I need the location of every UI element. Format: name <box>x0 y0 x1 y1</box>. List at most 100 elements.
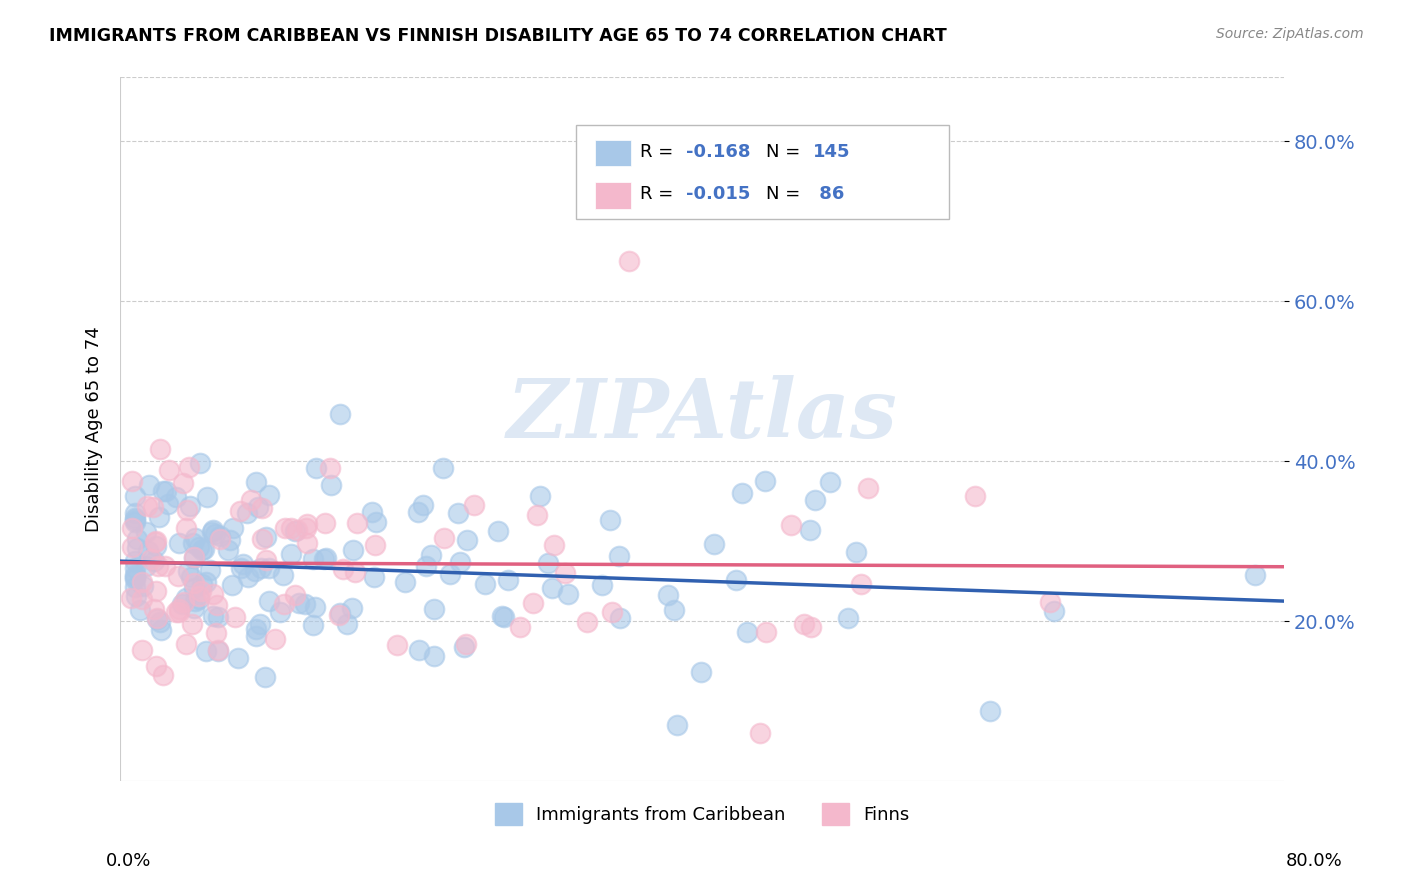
Point <box>245 475 267 489</box>
Point <box>799 524 821 538</box>
Point <box>169 536 191 550</box>
Point <box>360 505 382 519</box>
Point <box>131 574 153 589</box>
Point <box>415 558 437 573</box>
Point <box>755 624 778 639</box>
Point <box>543 538 565 552</box>
Point <box>329 407 352 421</box>
Point <box>526 508 548 522</box>
Point <box>149 442 172 456</box>
Point <box>264 632 287 647</box>
Point <box>149 623 172 637</box>
Point <box>239 493 262 508</box>
Point <box>194 644 217 658</box>
Point <box>207 610 229 624</box>
Point <box>690 665 713 679</box>
Point <box>217 542 239 557</box>
Point <box>319 478 342 492</box>
Point <box>305 460 328 475</box>
Point <box>166 569 188 583</box>
Point <box>149 615 172 629</box>
Point <box>207 643 229 657</box>
Point <box>188 457 211 471</box>
Point <box>180 616 202 631</box>
Point <box>735 624 758 639</box>
Point <box>202 587 225 601</box>
Point <box>155 484 177 499</box>
Point <box>177 564 200 578</box>
Point <box>124 489 146 503</box>
Point <box>152 667 174 681</box>
Point <box>963 489 986 503</box>
Point <box>183 581 205 595</box>
Point <box>146 611 169 625</box>
Point <box>195 575 218 590</box>
Point <box>222 521 245 535</box>
Point <box>1039 595 1062 609</box>
Point <box>301 618 323 632</box>
Point <box>181 536 204 550</box>
Point <box>253 670 276 684</box>
Point <box>541 582 564 596</box>
Point <box>193 541 215 556</box>
Point <box>259 593 281 607</box>
Point <box>856 481 879 495</box>
Point <box>845 545 868 559</box>
Point <box>198 563 221 577</box>
Point <box>245 622 267 636</box>
Point <box>837 611 859 625</box>
Point <box>336 617 359 632</box>
Point <box>453 640 475 654</box>
Point <box>385 638 408 652</box>
Point <box>319 461 342 475</box>
Point <box>657 588 679 602</box>
Point <box>591 578 613 592</box>
Point <box>179 499 201 513</box>
Point <box>201 523 224 537</box>
Point <box>146 610 169 624</box>
Point <box>120 591 142 605</box>
Point <box>433 531 456 545</box>
Point <box>849 577 872 591</box>
Point <box>284 588 307 602</box>
Point <box>295 521 318 535</box>
Text: -0.015: -0.015 <box>686 186 751 203</box>
Point <box>125 589 148 603</box>
Point <box>273 598 295 612</box>
Point <box>148 558 170 573</box>
Point <box>145 584 167 599</box>
Point <box>496 573 519 587</box>
Point <box>731 485 754 500</box>
Text: 145: 145 <box>813 143 851 161</box>
Point <box>221 578 243 592</box>
Point <box>246 500 269 514</box>
Point <box>529 489 551 503</box>
Point <box>312 551 335 566</box>
Point <box>145 533 167 548</box>
Point <box>329 607 352 621</box>
Point <box>412 499 434 513</box>
Point <box>124 506 146 520</box>
Point <box>274 521 297 535</box>
Point <box>302 552 325 566</box>
Point <box>364 538 387 552</box>
Point <box>145 658 167 673</box>
Point <box>315 551 337 566</box>
Point <box>456 533 478 548</box>
Point <box>754 475 776 489</box>
Point <box>285 523 308 537</box>
Point <box>179 459 201 474</box>
Text: ZIPAtlas: ZIPAtlas <box>506 376 897 455</box>
Point <box>703 537 725 551</box>
Point <box>209 533 232 547</box>
Point <box>204 527 226 541</box>
Y-axis label: Disability Age 65 to 74: Disability Age 65 to 74 <box>86 326 103 533</box>
Point <box>200 525 222 540</box>
Text: IMMIGRANTS FROM CARIBBEAN VS FINNISH DISABILITY AGE 65 TO 74 CORRELATION CHART: IMMIGRANTS FROM CARIBBEAN VS FINNISH DIS… <box>49 27 948 45</box>
Point <box>288 596 311 610</box>
Text: N =: N = <box>766 143 806 161</box>
Point <box>187 589 209 603</box>
Point <box>609 610 631 624</box>
Point <box>554 566 576 580</box>
Text: N =: N = <box>766 186 806 203</box>
